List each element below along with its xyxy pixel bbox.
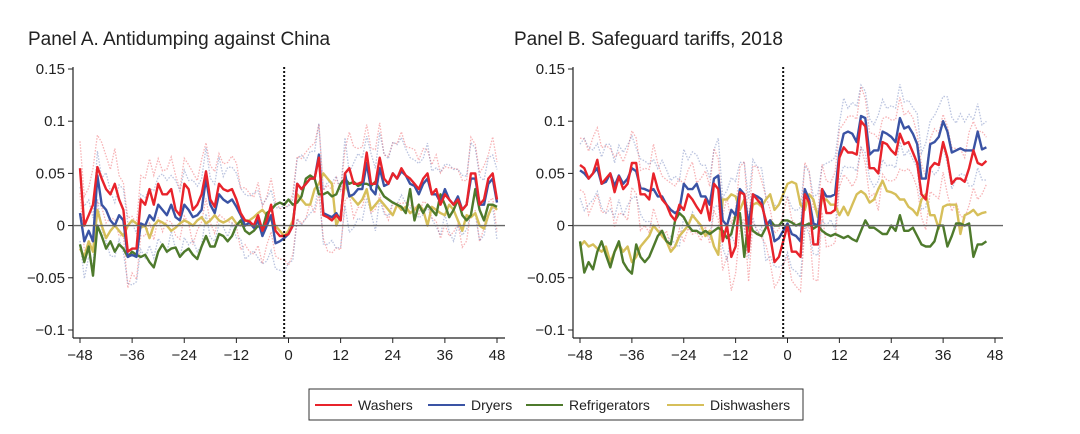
panel-b-line-dryers	[579, 114, 987, 243]
panel-a-band-washers-upper	[79, 122, 498, 226]
panel-b-x-tick-label: −24	[671, 347, 696, 364]
legend: Washers Dryers Refrigerators Dishwashers	[308, 388, 804, 421]
panel-b-line-washers	[579, 119, 988, 264]
legend-label-dryers: Dryers	[471, 397, 512, 413]
panel-a-band-dryers-upper	[79, 123, 498, 234]
panel-b-x-tick-label: 36	[935, 347, 952, 364]
legend-label-refrigerators: Refrigerators	[569, 397, 650, 413]
panel-a-line-dishwashers	[78, 172, 498, 259]
panel-b-x-tick-label: 12	[831, 347, 848, 364]
panel-a-title: Panel A. Antidumping against China	[28, 29, 331, 50]
panel-a-y-tick-label: −0.1	[35, 322, 65, 339]
panel-a-x-ticks: −48 −36 −24 −12 0 12 24 36 48	[67, 338, 505, 364]
panel-b-band-dryers-upper	[579, 83, 987, 212]
panel-a-y-ticks: 0.15 0.1 0.05 0 −0.05 −0.1	[27, 61, 73, 339]
panel-a-x-tick-label: 24	[384, 347, 401, 364]
panel-b: Panel B. Safeguard tariffs, 2018 0.150.1…	[514, 29, 1003, 364]
panel-a-y-tick-label: −0.05	[27, 270, 65, 287]
legend-label-dishwashers: Dishwashers	[710, 397, 790, 413]
panel-a-series	[78, 151, 499, 277]
panel-b-y-tick-label: −0.05	[527, 270, 565, 287]
panel-a: Panel A. Antidumping against China 0.150…	[27, 29, 505, 364]
panel-a-x-tick-label: −12	[224, 347, 249, 364]
panel-b-y-tick-label: 0.15	[536, 61, 565, 78]
panel-a-x-tick-label: 12	[332, 347, 349, 364]
panel-a-x-tick-label: −24	[172, 347, 197, 364]
panel-b-y-tick-label: 0.1	[544, 113, 565, 130]
panel-b-x-tick-label: 0	[783, 347, 791, 364]
panel-b-x-tick-label: 48	[987, 347, 1004, 364]
panel-a-y-tick-label: 0.1	[44, 113, 65, 130]
panel-a-x-tick-label: −36	[119, 347, 144, 364]
panel-a-y-tick-label: 0	[57, 218, 65, 235]
panel-b-x-tick-label: −12	[723, 347, 748, 364]
panel-a-x-tick-label: 48	[489, 347, 506, 364]
panel-b-x-tick-label: −36	[619, 347, 644, 364]
panel-a-y-tick-label: 0.05	[36, 165, 65, 182]
panel-b-line-dishwashers	[579, 179, 987, 264]
panel-a-x-tick-label: 36	[437, 347, 454, 364]
panel-b-y-ticks: 0.15 0.1 0.05 0 −0.05 −0.1	[527, 61, 573, 339]
panel-a-line-washers	[78, 151, 499, 253]
legend-label-washers: Washers	[358, 397, 413, 413]
panel-a-line-refrigerators	[78, 174, 498, 277]
panel-b-y-tick-label: 0.05	[536, 165, 565, 182]
panel-b-band-washers-upper	[579, 86, 987, 235]
panel-b-title: Panel B. Safeguard tariffs, 2018	[514, 29, 783, 50]
panel-b-y-tick-label: 0	[557, 218, 565, 235]
panel-b-x-tick-label: 24	[883, 347, 900, 364]
panel-a-x-tick-label: 0	[284, 347, 292, 364]
panel-b-x-tick-label: −48	[567, 347, 592, 364]
panel-a-y-tick-label: 0.15	[36, 61, 65, 78]
panel-b-x-ticks: −48 −36 −24 −12 0 12 24 36 48	[567, 338, 1003, 364]
panel-a-confidence-bands	[79, 122, 498, 289]
panel-a-x-tick-label: −48	[67, 347, 92, 364]
panel-b-y-tick-label: −0.1	[535, 322, 565, 339]
